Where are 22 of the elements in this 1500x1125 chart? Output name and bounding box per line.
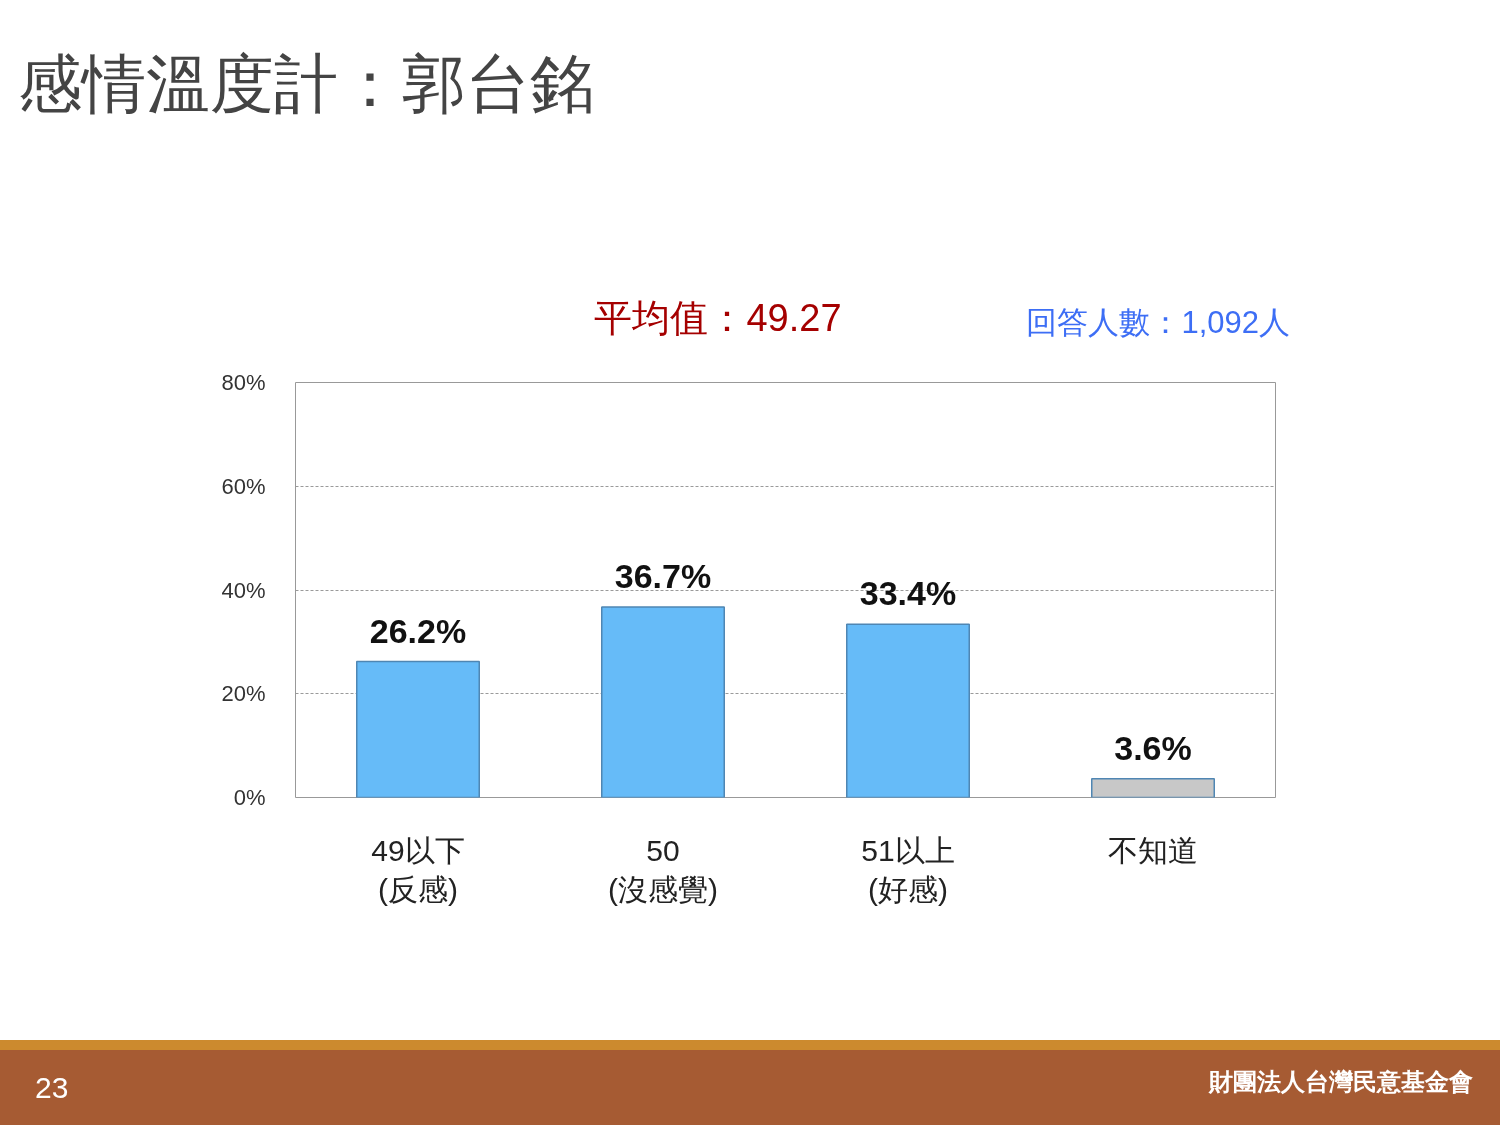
y-tick-label: 60% xyxy=(221,473,266,499)
y-tick-label: 0% xyxy=(233,785,266,810)
bar xyxy=(601,606,725,798)
data-label: 36.7% xyxy=(614,557,712,596)
y-tick-label: 20% xyxy=(221,681,266,707)
x-tick-label: 不知道 xyxy=(1108,833,1198,867)
x-tick-label: 49以下 (反感) xyxy=(371,833,465,907)
data-label: 33.4% xyxy=(859,574,957,613)
y-tick-label: 80% xyxy=(221,370,266,395)
text: 回答人數：1,092人 xyxy=(1026,305,1290,341)
bar xyxy=(846,623,970,798)
x-tick-label: 50 (沒感覺) xyxy=(608,833,718,907)
y-tick-label: 40% xyxy=(221,577,266,603)
text: 平均值：49.27 xyxy=(594,296,842,340)
text: 23 xyxy=(35,1070,69,1106)
bar xyxy=(356,660,480,798)
data-label: 3.6% xyxy=(1114,728,1192,767)
x-tick-label: 51以上 (好感) xyxy=(861,833,955,907)
chart-title: 感情溫度計：郭台銘 xyxy=(18,47,594,122)
text: 財團法人台灣民意基金會 xyxy=(1209,1067,1473,1097)
bar xyxy=(1091,778,1215,798)
data-label: 26.2% xyxy=(369,611,467,650)
